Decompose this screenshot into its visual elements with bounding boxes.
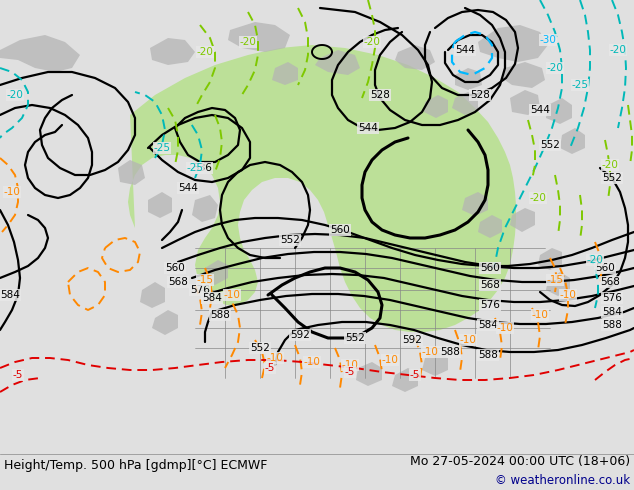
Text: 588: 588: [440, 347, 460, 357]
Polygon shape: [228, 22, 290, 52]
Polygon shape: [140, 282, 165, 308]
Text: 536: 536: [192, 163, 212, 173]
Polygon shape: [150, 38, 195, 65]
Polygon shape: [392, 368, 418, 392]
Polygon shape: [424, 95, 448, 118]
Text: -15: -15: [547, 275, 564, 285]
Text: 544: 544: [178, 183, 198, 193]
Text: -30: -30: [540, 35, 557, 45]
Text: -10: -10: [531, 310, 548, 320]
Text: -5: -5: [345, 367, 355, 377]
Text: -10: -10: [382, 355, 398, 365]
Polygon shape: [192, 195, 218, 222]
Polygon shape: [478, 25, 548, 62]
Polygon shape: [0, 35, 80, 72]
Polygon shape: [395, 45, 435, 70]
Text: -10: -10: [4, 187, 20, 197]
Text: 588: 588: [210, 310, 230, 320]
Text: 592: 592: [402, 335, 422, 345]
Text: 552: 552: [345, 333, 365, 343]
Text: 584: 584: [202, 293, 222, 303]
Text: 576: 576: [190, 285, 210, 295]
Text: 544: 544: [530, 105, 550, 115]
Text: 584: 584: [0, 290, 20, 300]
Polygon shape: [272, 62, 298, 85]
Polygon shape: [452, 92, 478, 115]
Text: -25: -25: [186, 163, 204, 173]
Text: 552: 552: [540, 140, 560, 150]
Polygon shape: [478, 215, 502, 238]
Polygon shape: [462, 192, 488, 216]
Text: 560: 560: [595, 263, 615, 273]
Text: 544: 544: [455, 45, 475, 55]
Text: -25: -25: [571, 80, 588, 90]
Text: -10: -10: [496, 323, 514, 333]
Text: -20: -20: [529, 193, 547, 203]
Text: 544: 544: [358, 123, 378, 133]
Text: 560: 560: [330, 225, 350, 235]
Text: 584: 584: [602, 307, 622, 317]
Text: 560: 560: [165, 263, 185, 273]
Polygon shape: [560, 128, 585, 154]
Text: Mo 27-05-2024 00:00 UTC (18+06): Mo 27-05-2024 00:00 UTC (18+06): [410, 455, 630, 468]
Polygon shape: [510, 90, 540, 115]
Text: 584: 584: [478, 320, 498, 330]
Polygon shape: [148, 192, 172, 218]
Text: 576: 576: [602, 293, 622, 303]
Text: 592: 592: [290, 330, 310, 340]
Polygon shape: [152, 310, 178, 335]
Text: 560: 560: [480, 263, 500, 273]
Text: -10: -10: [560, 290, 576, 300]
Polygon shape: [502, 62, 545, 88]
Text: 568: 568: [480, 280, 500, 290]
Text: 568: 568: [600, 277, 620, 287]
Text: -5: -5: [410, 370, 420, 380]
Text: -20: -20: [363, 37, 380, 47]
Polygon shape: [118, 160, 145, 185]
Text: -15: -15: [197, 275, 214, 285]
Text: -10: -10: [304, 357, 320, 367]
Text: 568: 568: [168, 277, 188, 287]
Text: 552: 552: [280, 235, 300, 245]
Text: 588: 588: [602, 320, 622, 330]
Polygon shape: [538, 248, 562, 270]
Text: -20: -20: [197, 47, 214, 57]
Polygon shape: [315, 50, 360, 75]
Text: -10: -10: [422, 347, 439, 357]
Polygon shape: [356, 362, 382, 386]
Polygon shape: [546, 272, 570, 296]
Text: 528: 528: [370, 90, 390, 100]
Text: -20: -20: [609, 45, 626, 55]
Text: -10: -10: [224, 290, 240, 300]
Text: -10: -10: [460, 335, 476, 345]
Text: 552: 552: [250, 343, 270, 353]
Text: 552: 552: [602, 173, 622, 183]
Polygon shape: [128, 45, 516, 332]
Text: -20: -20: [547, 63, 564, 73]
Text: 576: 576: [480, 300, 500, 310]
Text: -20: -20: [6, 90, 23, 100]
Text: -20: -20: [602, 160, 618, 170]
Text: -5: -5: [265, 363, 275, 373]
Text: -20: -20: [240, 37, 256, 47]
Polygon shape: [202, 260, 228, 285]
Text: -20: -20: [586, 255, 604, 265]
Text: -10: -10: [266, 353, 283, 363]
Text: © weatheronline.co.uk: © weatheronline.co.uk: [495, 474, 630, 487]
Polygon shape: [546, 98, 572, 124]
Text: -25: -25: [153, 143, 171, 153]
Polygon shape: [422, 352, 448, 376]
Text: -10: -10: [342, 360, 358, 370]
Polygon shape: [510, 208, 535, 232]
Text: 528: 528: [470, 90, 490, 100]
Text: 588: 588: [478, 350, 498, 360]
Text: -5: -5: [13, 370, 23, 380]
Text: Height/Temp. 500 hPa [gdmp][°C] ECMWF: Height/Temp. 500 hPa [gdmp][°C] ECMWF: [4, 459, 268, 472]
Polygon shape: [455, 68, 482, 90]
